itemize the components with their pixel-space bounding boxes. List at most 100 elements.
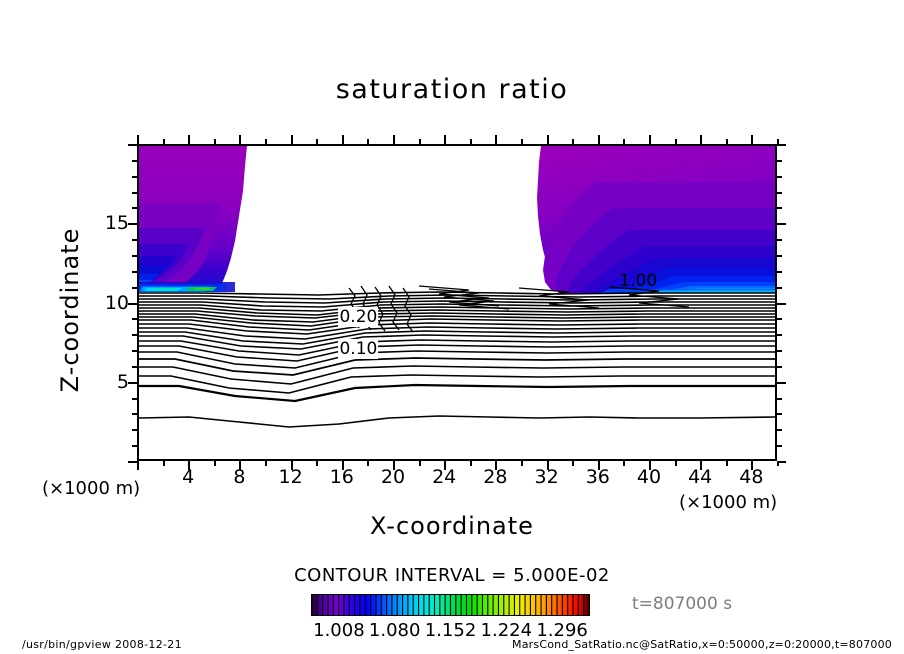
page-title: saturation ratio — [335, 74, 569, 105]
x-tick-32: 32 — [534, 466, 559, 488]
x-tick-16: 16 — [329, 466, 354, 488]
axis-tick — [128, 461, 137, 463]
axis-tick — [132, 287, 137, 289]
axis-tick — [367, 139, 369, 144]
axis-tick — [188, 135, 190, 144]
y-axis-title: Z-coordinate — [56, 227, 84, 393]
axis-tick — [649, 461, 651, 470]
axis-tick — [128, 303, 137, 305]
axis-tick — [137, 135, 139, 144]
axis-tick — [132, 160, 137, 162]
x-tick-48: 48 — [739, 466, 764, 488]
axis-tick — [726, 139, 728, 144]
axis-tick — [163, 461, 165, 466]
axis-tick — [726, 461, 728, 466]
axis-tick — [777, 350, 782, 352]
axis-tick — [777, 318, 782, 320]
axis-tick — [547, 135, 549, 144]
axis-tick — [132, 398, 137, 400]
axis-tick — [623, 461, 625, 466]
axis-tick — [495, 135, 497, 144]
axis-tick — [623, 139, 625, 144]
axis-tick — [444, 135, 446, 144]
axis-tick — [132, 429, 137, 431]
axis-tick — [777, 429, 782, 431]
axis-tick — [265, 139, 267, 144]
axis-tick — [470, 461, 472, 466]
x-tick-4: 4 — [182, 466, 195, 488]
axis-tick — [777, 192, 782, 194]
axis-tick — [132, 413, 137, 415]
axis-tick — [649, 135, 651, 144]
contour-plot-area: 0.20 0.10 1.00 — [137, 144, 777, 461]
axis-tick — [751, 461, 753, 470]
x-axis-unit-right: (×1000 m) — [679, 492, 778, 513]
axis-tick — [132, 318, 137, 320]
axis-tick — [342, 135, 344, 144]
axis-tick — [214, 461, 216, 466]
contour-label-010: 0.10 — [338, 339, 379, 360]
axis-tick — [342, 461, 344, 470]
axis-tick — [777, 366, 782, 368]
axis-tick — [777, 139, 779, 144]
axis-tick — [751, 135, 753, 144]
x-axis-unit-left: (×1000 m) — [42, 478, 141, 499]
axis-tick — [393, 135, 395, 144]
axis-tick — [675, 139, 677, 144]
axis-tick — [132, 334, 137, 336]
axis-tick — [128, 223, 137, 225]
axis-tick — [777, 461, 779, 466]
colorbar-tick-1.152: 1.152 — [424, 620, 477, 641]
axis-tick — [128, 144, 137, 146]
axis-tick — [132, 255, 137, 257]
axis-tick — [419, 461, 421, 466]
axis-tick — [777, 160, 782, 162]
contour-interval-caption: CONTOUR INTERVAL = 5.000E-02 — [294, 565, 610, 586]
contour-label-020: 0.20 — [338, 306, 379, 327]
axis-tick — [598, 461, 600, 470]
axis-tick — [777, 382, 786, 384]
colorbar — [311, 594, 590, 616]
colorbar-tick-1.224: 1.224 — [480, 620, 533, 641]
axis-tick — [132, 192, 137, 194]
axis-tick — [521, 461, 523, 466]
colorbar-tick-1.296: 1.296 — [536, 620, 588, 641]
axis-tick — [777, 413, 782, 415]
axis-tick — [777, 398, 782, 400]
y-tick-5: 5 — [116, 370, 129, 393]
axis-tick — [495, 461, 497, 470]
axis-tick — [367, 461, 369, 466]
axis-tick — [572, 139, 574, 144]
x-tick-24: 24 — [432, 466, 457, 488]
axis-tick — [777, 176, 782, 178]
x-tick-28: 28 — [483, 466, 508, 488]
colorbar-tick-1.080: 1.080 — [368, 620, 421, 641]
x-tick-36: 36 — [585, 466, 610, 488]
axis-tick — [128, 382, 137, 384]
axis-tick — [132, 366, 137, 368]
axis-tick — [291, 461, 293, 470]
axis-tick — [777, 445, 782, 447]
axis-tick — [700, 135, 702, 144]
axis-tick — [265, 461, 267, 466]
axis-tick — [777, 287, 782, 289]
axis-tick — [393, 461, 395, 470]
contour-lines — [139, 291, 775, 428]
x-tick-40: 40 — [636, 466, 662, 488]
contour-label-100: 1.00 — [619, 270, 658, 291]
axis-tick — [777, 144, 786, 146]
axis-tick — [444, 461, 446, 470]
axis-tick — [137, 461, 139, 470]
axis-tick — [777, 303, 786, 305]
footer-program-info: /usr/bin/gpview 2008-12-21 — [22, 638, 182, 651]
colorbar-gradient — [311, 594, 590, 616]
x-tick-8: 8 — [233, 466, 246, 488]
axis-tick — [316, 139, 318, 144]
axis-tick — [214, 139, 216, 144]
axis-tick — [132, 207, 137, 209]
axis-tick — [132, 239, 137, 241]
y-tick-10: 10 — [104, 291, 129, 314]
x-tick-20: 20 — [380, 466, 406, 488]
axis-tick — [777, 239, 782, 241]
axis-tick — [132, 445, 137, 447]
